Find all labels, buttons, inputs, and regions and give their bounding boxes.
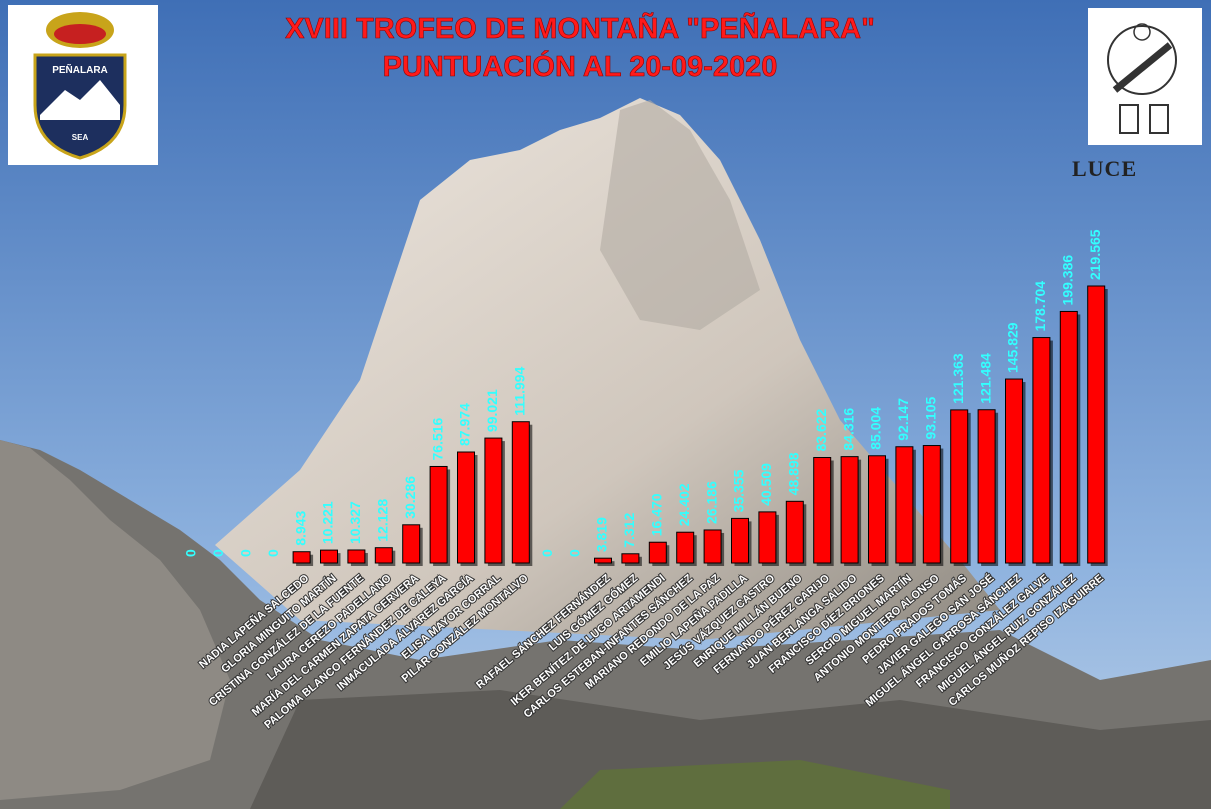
bar [758, 511, 777, 564]
value-label: 0 [566, 549, 582, 557]
value-label: 199.386 [1060, 255, 1076, 306]
bar [429, 465, 448, 564]
bar [1032, 337, 1051, 564]
value-label: 40.509 [758, 463, 774, 506]
signature: LUCE [1072, 156, 1137, 181]
bar [1005, 378, 1023, 564]
value-label: 0 [539, 549, 555, 557]
logo-right: LUCE [1072, 8, 1202, 181]
value-label: 87.974 [457, 403, 473, 446]
value-label: 8.943 [292, 510, 308, 545]
bar [621, 553, 640, 564]
value-label: 85.004 [868, 407, 884, 450]
value-label: 83.622 [813, 408, 829, 451]
logo-text: PEÑALARA [52, 63, 108, 76]
bar-shadow [597, 561, 615, 566]
bar [950, 409, 969, 564]
logo-left: PEÑALARA SEA [8, 5, 158, 165]
value-label: 76.516 [429, 417, 445, 460]
bar [703, 529, 722, 564]
bar [840, 456, 859, 564]
value-label: 99.021 [484, 389, 500, 432]
value-label: 0 [265, 549, 281, 557]
bar [1059, 310, 1078, 564]
bar [374, 547, 393, 564]
bar [922, 445, 941, 564]
value-label: 121.484 [977, 353, 993, 404]
value-label: 121.363 [950, 353, 966, 404]
value-label: 26.186 [703, 481, 719, 524]
bar [511, 421, 530, 564]
bar [977, 409, 996, 564]
value-label: 84.316 [840, 408, 856, 451]
chart-title: XVIII TROFEO DE MONTAÑA "PEÑALARA" [285, 11, 875, 45]
bar [813, 457, 832, 564]
value-label: 16.470 [649, 493, 665, 536]
bar [594, 557, 612, 564]
value-label: 48.898 [786, 452, 802, 495]
value-label: 0 [238, 549, 254, 557]
value-label: 219.565 [1087, 229, 1103, 280]
bar [731, 517, 749, 564]
bar [648, 541, 667, 564]
value-label: 111.994 [512, 366, 528, 415]
value-label: 178.704 [1032, 281, 1048, 332]
value-label: 30.286 [402, 476, 418, 519]
value-label: 12.128 [375, 499, 391, 542]
chart-subtitle: PUNTUACIÓN AL 20-09-2020 [383, 49, 778, 83]
bar [347, 549, 366, 564]
bar [895, 446, 914, 564]
value-label: 3.819 [594, 517, 610, 552]
bar [785, 500, 804, 564]
value-label: 92.147 [895, 398, 911, 441]
value-label: 10.221 [320, 501, 336, 544]
bar [484, 437, 503, 564]
value-label: 35.355 [731, 469, 747, 512]
value-label: 93.105 [923, 397, 939, 440]
value-label: 145.829 [1005, 322, 1021, 373]
value-label: 0 [210, 549, 226, 557]
bar [676, 531, 695, 564]
bar [292, 551, 311, 564]
bar [320, 549, 338, 564]
bar [402, 524, 421, 564]
value-label: 7.312 [621, 513, 637, 548]
value-label: 0 [183, 549, 199, 557]
bar [868, 455, 886, 564]
logo-badge: SEA [72, 133, 89, 142]
value-label: 24.402 [676, 483, 692, 526]
bar [1087, 285, 1106, 564]
bar [457, 451, 475, 564]
value-label: 10.327 [347, 501, 363, 544]
